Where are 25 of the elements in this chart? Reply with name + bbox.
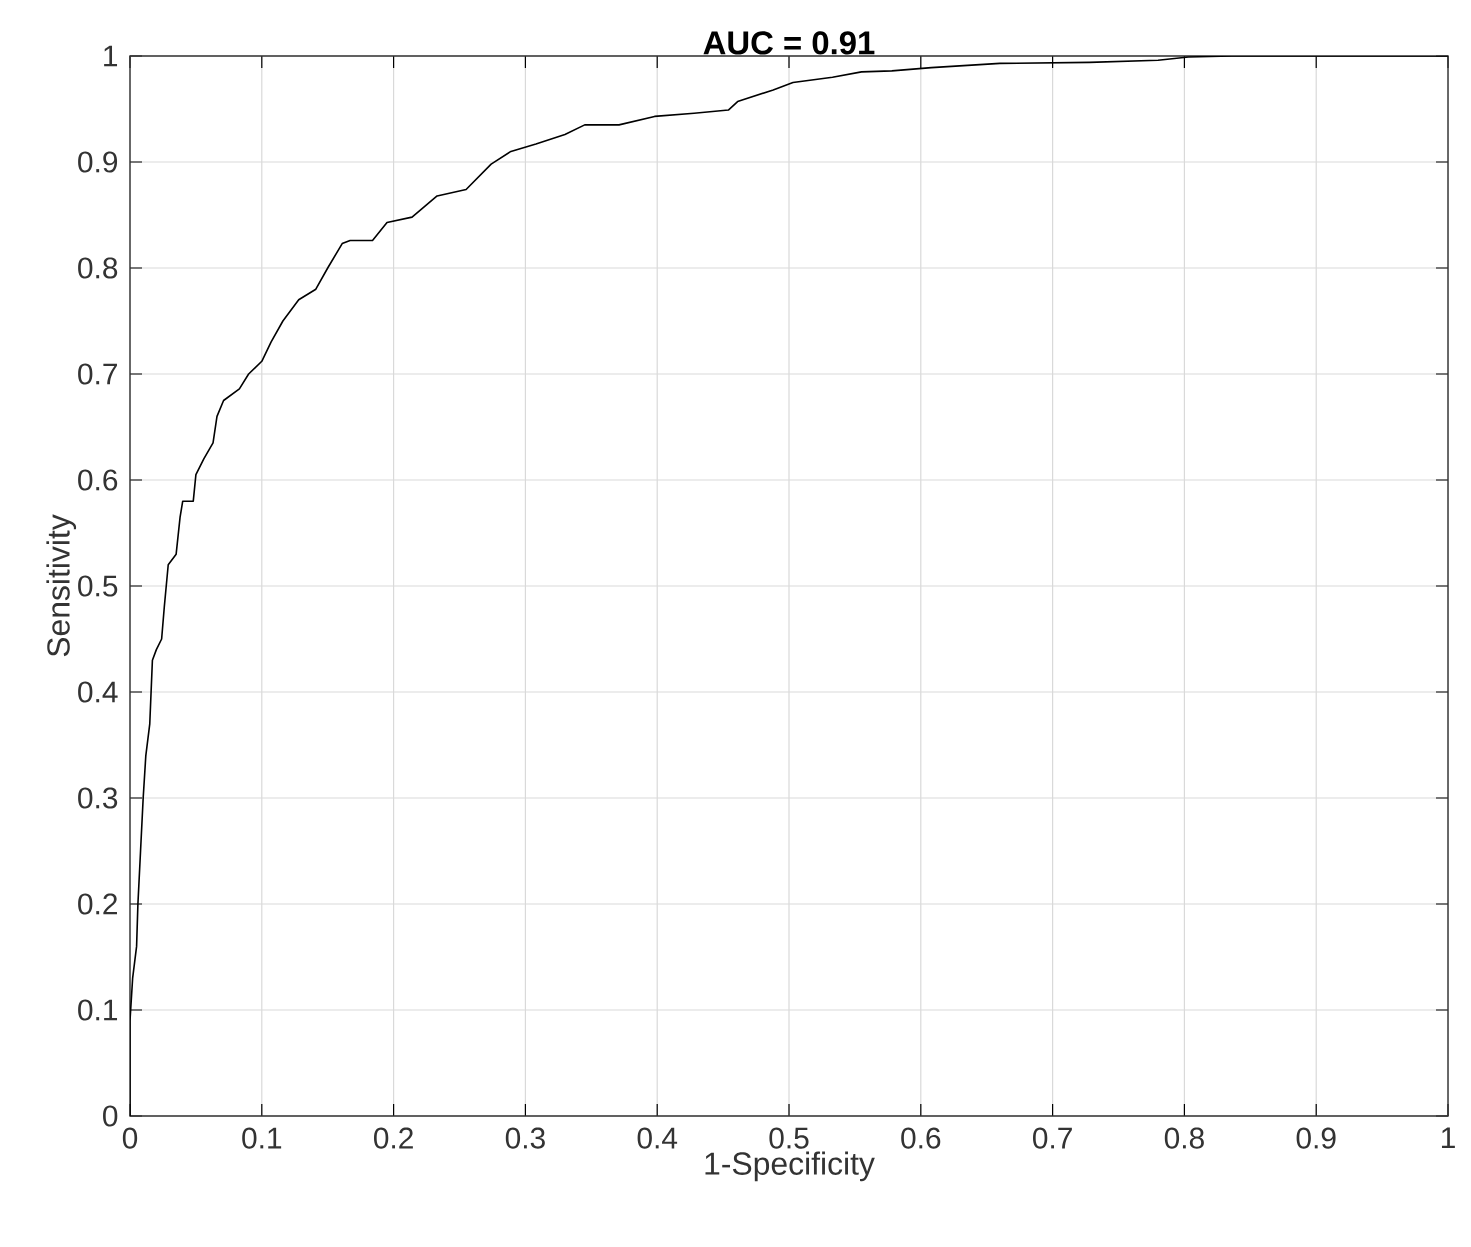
y-tick-label: 0.7 <box>78 363 117 385</box>
y-tick-label: 0.1 <box>78 999 118 1021</box>
y-tick-label: 0.3 <box>78 787 118 809</box>
y-tick-label: 0.4 <box>78 681 118 703</box>
y-axis-title: Sensitivity <box>46 514 77 657</box>
x-tick-label: 0.9 <box>1296 1127 1336 1149</box>
x-tick-label: 0 <box>122 1127 138 1149</box>
x-axis-title: 1-Specificity <box>705 1151 875 1182</box>
x-tick-label: 0.7 <box>1033 1127 1072 1149</box>
chart-title: AUC = 0.91 <box>703 31 875 55</box>
x-tick-label: 0.4 <box>637 1127 678 1149</box>
x-tick-label: 0.2 <box>374 1127 413 1149</box>
x-tick-label: 0.6 <box>901 1127 941 1149</box>
y-tick-label: 0.8 <box>78 257 118 279</box>
y-tick-label: 0.6 <box>78 469 118 491</box>
x-tick-label: 0.8 <box>1164 1127 1204 1149</box>
y-tick-label: 0.5 <box>78 575 118 597</box>
y-tick-label: 0.9 <box>78 151 118 173</box>
y-tick-label: 0 <box>103 1105 118 1127</box>
x-tick-label: 0.1 <box>242 1127 282 1149</box>
x-tick-label: 0.3 <box>505 1127 545 1149</box>
y-tick-label: 0.2 <box>78 893 117 915</box>
y-tick-label: 1 <box>104 45 118 67</box>
x-tick-label: 0.5 <box>769 1127 809 1149</box>
x-tick-label: 1 <box>1441 1127 1455 1149</box>
